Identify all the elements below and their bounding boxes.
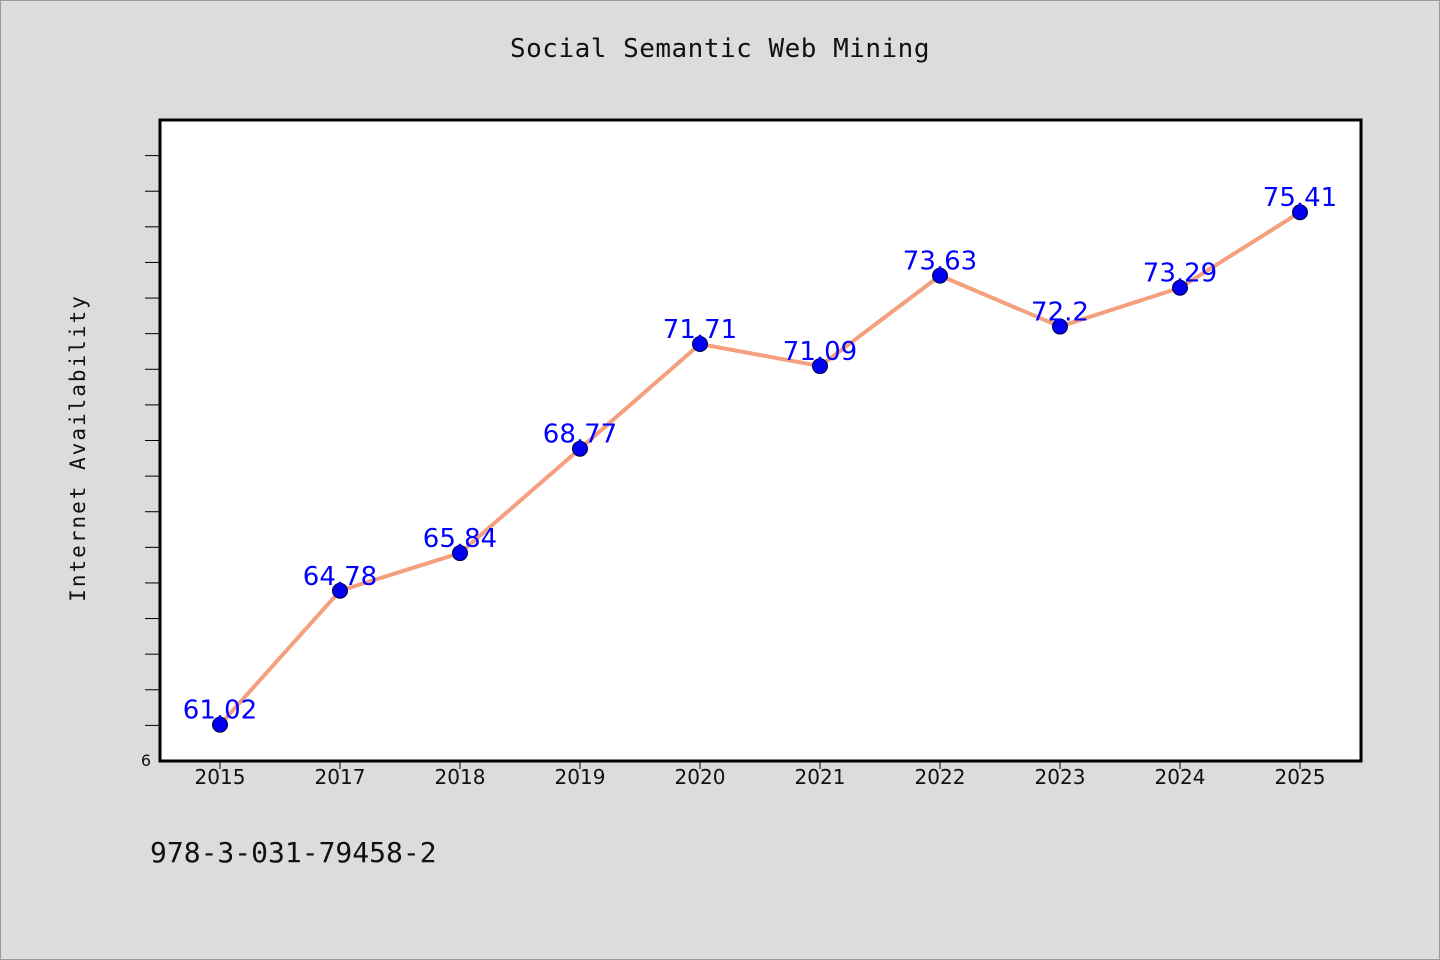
data-point (212, 716, 228, 733)
data-points (212, 204, 1308, 733)
chart-title: Social Semantic Web Mining (510, 34, 930, 64)
x-tick-label: 2021 (795, 765, 846, 789)
data-label: 71.09 (783, 337, 857, 367)
data-point (332, 582, 348, 599)
data-label: 72.2 (1031, 298, 1089, 328)
x-axis-ticks: 2015 2017 2018 2019 2020 2021 2022 2023 2024 2025 (195, 761, 1326, 789)
x-tick-label: 2019 (555, 765, 606, 789)
data-point (1172, 279, 1188, 296)
x-tick-label: 2024 (1155, 765, 1206, 789)
data-point (692, 335, 708, 352)
data-labels: 61.02 64.78 65.84 68.77 71.71 71.09 73.63 72.2 7… (183, 183, 1337, 725)
data-series (218, 210, 1302, 727)
data-point (932, 267, 948, 284)
data-label: 68.77 (543, 420, 617, 450)
data-point (1052, 318, 1068, 335)
x-tick-label: 2022 (915, 765, 966, 789)
x-tick-label: 2025 (1275, 765, 1326, 789)
series-line (218, 210, 1302, 727)
x-tick-label: 2017 (315, 765, 366, 789)
x-tick-label: 2018 (435, 765, 486, 789)
data-label: 73.63 (903, 247, 977, 277)
data-point (1292, 204, 1308, 221)
plot-area (158, 118, 1363, 763)
x-tick-label: 2020 (675, 765, 726, 789)
y-axis-ticks: 6 (141, 155, 160, 770)
footer-isbn: 978-3-031-79458-2 (150, 836, 437, 869)
data-label: 75.41 (1263, 183, 1337, 213)
data-label: 71.71 (663, 315, 737, 345)
y-tick-label: 6 (141, 751, 151, 770)
data-point (452, 545, 468, 562)
x-tick-label: 2015 (195, 765, 246, 789)
data-label: 65.84 (423, 524, 497, 554)
data-point (572, 440, 588, 457)
x-tick-label: 2023 (1035, 765, 1086, 789)
data-label: 73.29 (1143, 259, 1217, 289)
data-point (812, 358, 828, 375)
data-label: 61.02 (183, 696, 257, 726)
data-label: 64.78 (303, 562, 377, 592)
